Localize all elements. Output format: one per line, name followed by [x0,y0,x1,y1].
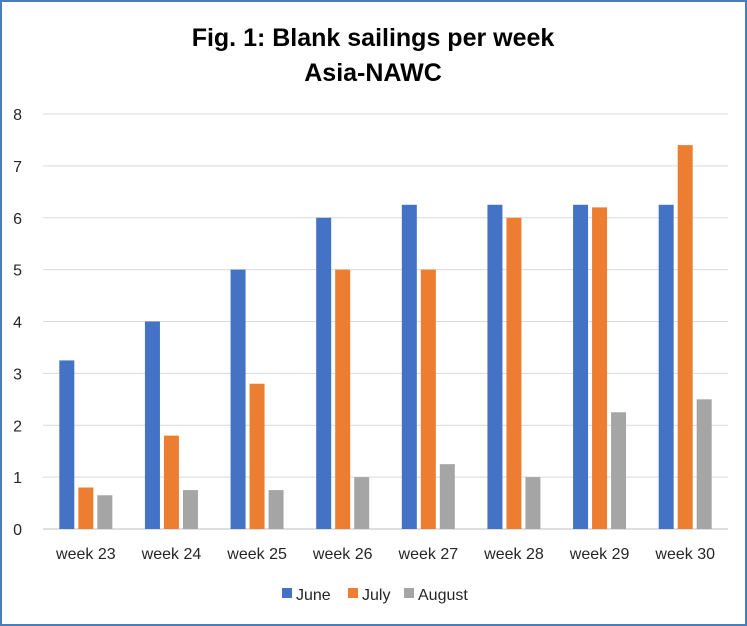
x-tick-label: week 27 [398,546,459,563]
x-tick-label: week 26 [312,546,373,563]
legend-swatch-august [404,588,414,598]
bar-july [163,435,179,529]
x-axis-ticks: week 23 week 24 week 25 week 26 week 27 week … [55,546,715,563]
bar-july [335,269,351,529]
bar-june [316,217,332,529]
bar-august [97,495,113,529]
legend-label-june: June [296,587,331,604]
legend: June July August [282,587,468,604]
y-axis-ticks: 0 1 2 3 4 5 6 7 8 [13,107,22,539]
legend-swatch-june [282,588,292,598]
y-tick-label: 5 [13,263,22,280]
y-tick-label: 4 [13,315,22,332]
x-tick-label: week 25 [226,546,287,563]
bar-june [487,204,503,529]
bar-august [439,464,455,529]
bar-july [506,217,522,529]
bar-june [573,204,589,529]
bar-june [59,360,75,529]
legend-label-august: August [418,587,468,604]
bar-june [401,204,417,529]
y-tick-label: 8 [13,107,22,124]
x-tick-label: week 30 [654,546,715,563]
bar-august [696,399,712,529]
x-tick-label: week 29 [569,546,630,563]
x-tick-label: week 24 [141,546,202,563]
bar-august [354,477,370,529]
bar-july [592,207,608,529]
bar-august [182,490,198,529]
x-tick-label: week 28 [483,546,544,563]
bar-august [525,477,541,529]
bar-august [268,490,284,529]
y-tick-label: 7 [13,159,22,176]
bar-july [677,145,693,529]
y-tick-label: 3 [13,366,22,383]
chart-subtitle: Asia-NAWC [304,59,442,87]
y-tick-label: 0 [13,522,22,539]
bar-june [144,321,160,529]
y-tick-label: 1 [13,470,22,487]
chart-title: Fig. 1: Blank sailings per week [192,24,555,52]
bar-july [249,383,265,529]
legend-label-july: July [362,587,390,604]
bar-july [420,269,436,529]
legend-swatch-july [348,588,358,598]
bar-june [230,269,246,529]
bars [59,145,712,529]
bar-june [658,204,674,529]
x-tick-label: week 23 [55,546,116,563]
bar-august [611,412,627,529]
y-tick-label: 6 [13,211,22,228]
bar-july [78,487,94,529]
y-tick-label: 2 [13,418,22,435]
